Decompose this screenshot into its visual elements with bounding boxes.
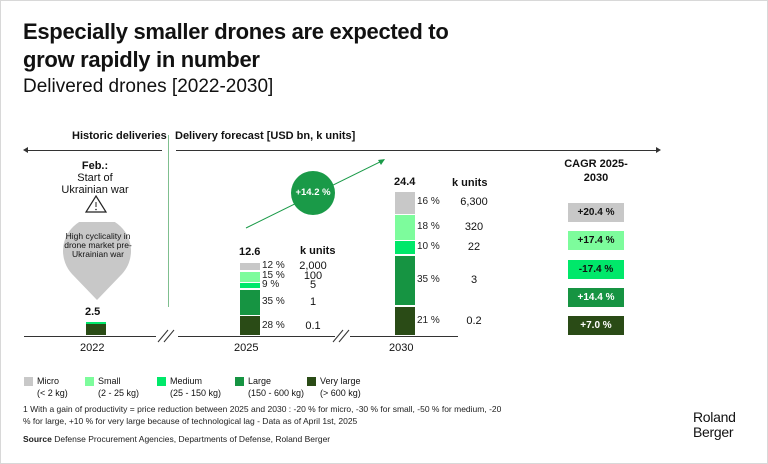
k-units-value: 0.1 bbox=[305, 319, 321, 332]
axis-baseline bbox=[24, 336, 156, 337]
source-text: Defense Procurement Agencies, Department… bbox=[54, 434, 331, 444]
legend-swatch bbox=[157, 377, 166, 386]
source-line: Source Defense Procurement Agencies, Dep… bbox=[23, 433, 330, 445]
axis-break-icon bbox=[157, 329, 175, 343]
year-label: 2025 bbox=[234, 342, 259, 354]
share-label: 28 % bbox=[262, 319, 285, 331]
bar-total-label: 12.6 bbox=[239, 246, 261, 259]
legend-range: (2 - 25 kg) bbox=[98, 388, 140, 398]
cagr-badge-micro: +20.4 % bbox=[568, 203, 624, 222]
legend-range: (150 - 600 kg) bbox=[248, 388, 305, 398]
legend-swatch bbox=[307, 377, 316, 386]
share-label: 35 % bbox=[262, 295, 285, 307]
legend-range: (< 2 kg) bbox=[37, 388, 68, 398]
legend-name: Medium bbox=[170, 376, 203, 386]
share-label: 10 % bbox=[417, 241, 440, 253]
bar-segment-large bbox=[395, 255, 415, 305]
share-label: 15 % bbox=[262, 270, 285, 282]
bar-segment-medium bbox=[240, 283, 260, 289]
legend-item: Very large (> 600 kg) bbox=[307, 375, 361, 399]
share-label: 9 % bbox=[262, 279, 280, 291]
page-title: Especially smaller drones are expected t… bbox=[23, 19, 449, 72]
k-units-value: 22 bbox=[467, 241, 481, 254]
axis-baseline bbox=[350, 336, 458, 337]
bar-segment-medium bbox=[395, 241, 415, 255]
arrow-right-icon bbox=[656, 147, 661, 153]
forecast-label: Delivery forecast [USD bn, k units] bbox=[175, 130, 356, 142]
historic-arrow bbox=[26, 150, 162, 151]
section-divider bbox=[168, 135, 169, 307]
k-units-value: 100 bbox=[303, 270, 323, 283]
historic-label: Historic deliveries bbox=[72, 130, 167, 142]
bar-total-label: 2.5 bbox=[85, 306, 101, 319]
year-label: 2030 bbox=[389, 342, 414, 354]
axis-baseline bbox=[178, 336, 335, 337]
legend-item: Micro (< 2 kg) bbox=[24, 375, 68, 399]
k-units-value: 320 bbox=[464, 221, 484, 234]
page-subtitle: Delivered drones [2022-2030] bbox=[23, 76, 274, 97]
war-note: Feb.: Start of Ukrainian war bbox=[55, 160, 135, 196]
k-units-value: 0.2 bbox=[466, 314, 482, 327]
cagr-badge-very-large: +7.0 % bbox=[568, 316, 624, 336]
share-label: 12 % bbox=[262, 260, 285, 272]
legend-name: Micro bbox=[37, 376, 59, 386]
cagr-title: CAGR 2025-2030 bbox=[564, 158, 628, 184]
legend-name: Very large bbox=[320, 376, 361, 386]
bubble-text: High cyclicality in drone market pre-Ukr… bbox=[64, 231, 132, 259]
bar-segment-large bbox=[240, 289, 260, 315]
bar-total-label: 24.4 bbox=[394, 175, 416, 188]
share-label: 21 % bbox=[417, 314, 440, 326]
k-units-header: k units bbox=[300, 245, 336, 257]
legend-item: Medium (25 - 150 kg) bbox=[157, 375, 222, 399]
bar-segment-very-large bbox=[86, 322, 106, 336]
war-note-title: Feb.: bbox=[81, 160, 109, 172]
share-label: 16 % bbox=[417, 196, 440, 208]
legend-swatch bbox=[85, 377, 94, 386]
bar-segment-micro bbox=[240, 262, 260, 271]
bar-segment-medium bbox=[86, 322, 106, 324]
k-units-value: 1 bbox=[309, 295, 317, 308]
year-label: 2022 bbox=[80, 342, 105, 354]
bar-segment-very-large bbox=[395, 306, 415, 336]
bar-segment-very-large bbox=[240, 316, 260, 336]
arrow-left-icon bbox=[23, 147, 28, 153]
share-label: 35 % bbox=[417, 274, 440, 286]
k-units-value: 2,000 bbox=[299, 260, 327, 273]
k-units-value: 3 bbox=[470, 274, 478, 287]
legend-name: Small bbox=[98, 376, 121, 386]
forecast-arrow bbox=[176, 150, 656, 151]
legend-range: (> 600 kg) bbox=[320, 388, 361, 398]
bar-segment-small bbox=[240, 271, 260, 282]
legend-swatch bbox=[24, 377, 33, 386]
callout-bubble bbox=[63, 222, 131, 300]
cagr-badge-small: +17.4 % bbox=[568, 231, 624, 251]
bar-segment-small bbox=[395, 215, 415, 240]
bar-segment-micro bbox=[395, 191, 415, 214]
k-units-header: k units bbox=[452, 177, 488, 189]
axis-break-icon bbox=[332, 329, 350, 343]
k-units-value: 5 bbox=[309, 279, 317, 292]
footnote: 1 With a gain of productivity = price re… bbox=[23, 404, 502, 426]
legend-swatch bbox=[235, 377, 244, 386]
source-label: Source bbox=[23, 434, 52, 444]
war-note-text: Start of Ukrainian war bbox=[61, 172, 129, 196]
legend-item: Small (2 - 25 kg) bbox=[85, 375, 140, 399]
growth-badge: +14.2 % bbox=[291, 171, 335, 215]
k-units-value: 6,300 bbox=[460, 196, 488, 209]
cagr-badge-medium: -17.4 % bbox=[568, 259, 624, 279]
legend-range: (25 - 150 kg) bbox=[170, 388, 222, 398]
legend-name: Large bbox=[248, 376, 272, 386]
roland-berger-logo: Roland Berger bbox=[693, 409, 736, 440]
share-label: 18 % bbox=[417, 221, 440, 233]
cagr-badge-large: +14.4 % bbox=[568, 287, 624, 307]
legend-item: Large (150 - 600 kg) bbox=[235, 375, 305, 399]
warning-icon bbox=[84, 194, 108, 213]
